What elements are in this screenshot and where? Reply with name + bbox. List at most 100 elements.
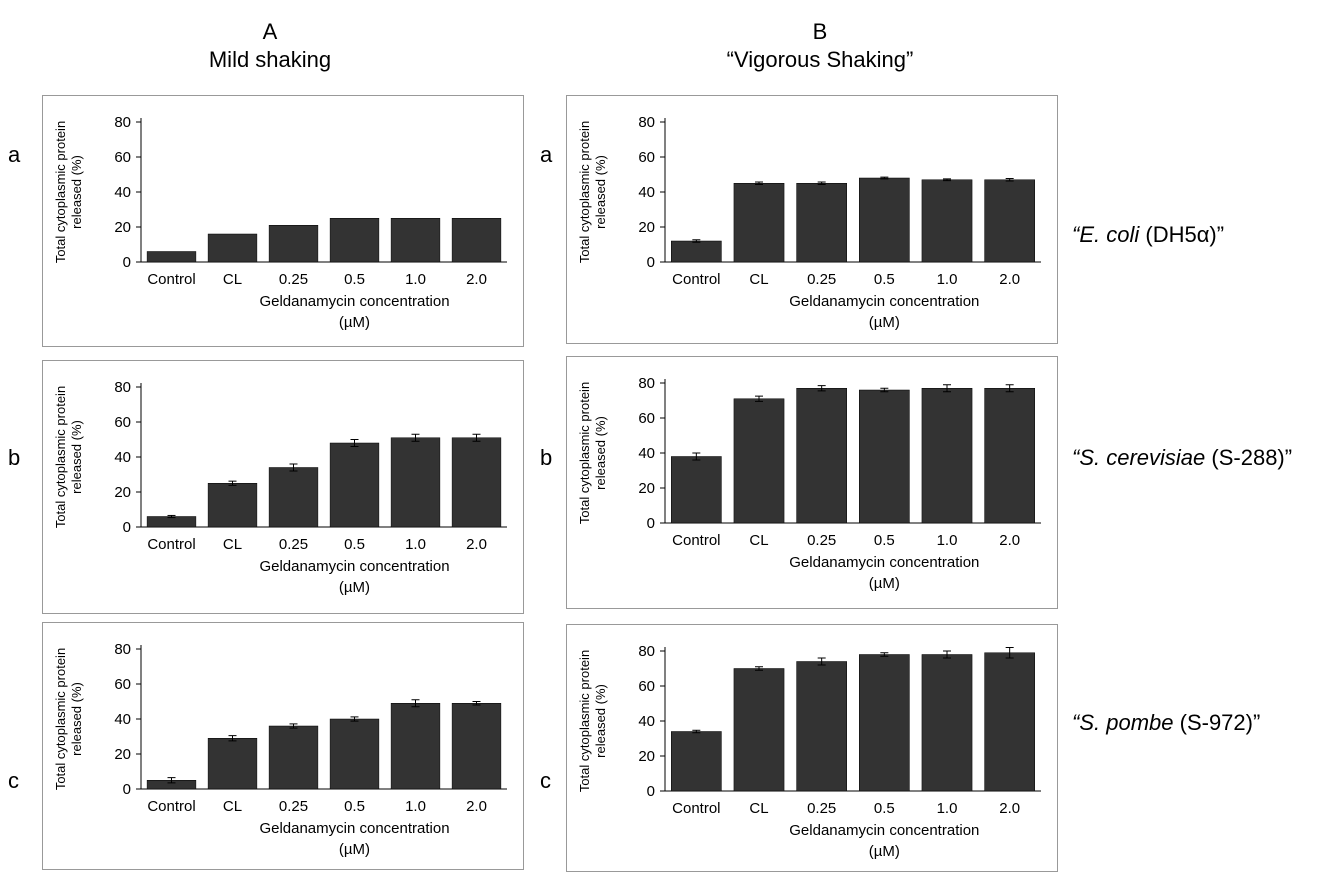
bar-chart: 0 20 40 60 80 Control CL 0.25 0.5 1.0 2.0 Geldanamy… [577, 114, 1041, 331]
x-axis-label: Geldanamycin concentration (µM) [789, 293, 979, 331]
bar [733, 398, 785, 524]
y-tick-label: 0 [123, 781, 131, 798]
bar [207, 738, 258, 790]
bar [146, 516, 197, 528]
bar [390, 437, 441, 528]
y-tick-label: 80 [638, 643, 655, 660]
x-tick-label: 0.25 [279, 271, 308, 288]
column-heading-a: A Mild shaking [160, 18, 380, 74]
column-subtitle: “Vigorous Shaking” [726, 47, 914, 72]
bar [329, 442, 380, 528]
bar [796, 388, 847, 524]
bar [796, 183, 847, 263]
bar [451, 218, 502, 263]
x-tick-label: 0.25 [807, 800, 836, 817]
y-tick-label: 0 [647, 515, 655, 532]
x-tick-label: CL [749, 800, 768, 817]
y-tick-label: 0 [647, 783, 655, 800]
y-tick-label: 40 [114, 184, 131, 201]
x-axis-label: Geldanamycin concentration (µM) [789, 554, 979, 592]
x-tick-label: 0.5 [344, 536, 365, 553]
x-tick-label: 1.0 [405, 271, 426, 288]
x-tick-label: 0.5 [874, 532, 895, 549]
bar [451, 703, 502, 790]
y-tick-label: 40 [638, 713, 655, 730]
y-tick-label: 20 [638, 219, 655, 236]
x-tick-label: 0.5 [344, 271, 365, 288]
x-tick-label: 0.5 [344, 798, 365, 815]
organism-name: “S. cerevisiae [1072, 445, 1206, 470]
x-tick-label: 1.0 [937, 271, 958, 288]
bar [329, 218, 380, 263]
y-tick-label: 40 [114, 711, 131, 728]
bar [207, 483, 258, 528]
organism-name: “S. pombe [1072, 710, 1174, 735]
chart-panel-B-b: 0 20 40 60 80 Control CL 0.25 0.5 1.0 2.0 Geldanamy… [566, 356, 1058, 609]
bar [671, 456, 722, 524]
x-tick-label: 1.0 [405, 536, 426, 553]
y-tick-label: 60 [114, 676, 131, 693]
chart-panel-A-c: 0 20 40 60 80 Control CL 0.25 0.5 1.0 2.0 Geldanamy… [42, 622, 524, 870]
x-tick-label: Control [147, 536, 195, 553]
x-tick-label: CL [749, 532, 768, 549]
x-tick-label: CL [223, 536, 242, 553]
y-tick-label: 20 [114, 746, 131, 763]
organism-strain: (S-288)” [1205, 445, 1293, 470]
y-tick-label: 40 [114, 449, 131, 466]
bar [207, 233, 258, 263]
bar-chart: 0 20 40 60 80 Control CL 0.25 0.5 1.0 2.0 Geldanamy… [577, 643, 1041, 860]
bar [733, 668, 785, 792]
x-tick-label: 0.25 [807, 532, 836, 549]
row-label-c-left: c [8, 768, 19, 793]
column-letter: A [262, 19, 278, 44]
organism-strain: (DH5α)” [1139, 222, 1225, 247]
bar [390, 218, 441, 263]
x-tick-label: Control [672, 800, 720, 817]
x-tick-label: 2.0 [999, 800, 1020, 817]
bar [451, 437, 502, 528]
row-label-a-right: a [540, 142, 553, 167]
bar [671, 240, 722, 263]
y-tick-label: 0 [647, 254, 655, 271]
x-tick-label: 0.25 [279, 536, 308, 553]
y-tick-label: 80 [114, 641, 131, 658]
organism-name: “E. coli [1072, 222, 1140, 247]
bar [268, 225, 319, 263]
y-tick-label: 20 [638, 748, 655, 765]
y-axis-label: Total cytoplasmic proteinreleased (%) [53, 121, 84, 263]
x-tick-label: 2.0 [466, 536, 487, 553]
organism-label-spombe: “S. pombe (S-972)” [1072, 710, 1260, 736]
y-axis-label: Total cytoplasmic proteinreleased (%) [577, 382, 608, 524]
bar [268, 725, 319, 790]
chart-panel-B-a: 0 20 40 60 80 Control CL 0.25 0.5 1.0 2.0 Geldanamy… [566, 95, 1058, 344]
y-tick-label: 60 [638, 678, 655, 695]
bar [268, 467, 319, 528]
column-letter: B [812, 19, 828, 44]
x-tick-label: 0.5 [874, 800, 895, 817]
chart-panel-A-b: 0 20 40 60 80 Control CL 0.25 0.5 1.0 2.0 Geldanamy… [42, 360, 524, 614]
bar [733, 183, 785, 263]
y-tick-label: 80 [638, 375, 655, 392]
x-tick-label: Control [147, 271, 195, 288]
organism-label-ecoli: “E. coli (DH5α)” [1072, 222, 1224, 248]
row-label-b-left: b [8, 445, 21, 470]
bar [921, 179, 973, 263]
x-tick-label: 2.0 [999, 271, 1020, 288]
x-tick-label: CL [749, 271, 768, 288]
x-tick-label: 1.0 [405, 798, 426, 815]
chart-panel-B-c: 0 20 40 60 80 Control CL 0.25 0.5 1.0 2.0 Geldanamy… [566, 624, 1058, 872]
bar-chart: 0 20 40 60 80 Control CL 0.25 0.5 1.0 2.0 Geldanamy… [53, 641, 507, 858]
bar [796, 661, 847, 792]
x-axis-label: Geldanamycin concentration (µM) [259, 820, 449, 858]
y-axis-label: Total cytoplasmic proteinreleased (%) [53, 648, 84, 790]
x-tick-label: Control [672, 532, 720, 549]
x-axis-label: Geldanamycin concentration (µM) [789, 822, 979, 860]
y-axis-label: Total cytoplasmic proteinreleased (%) [53, 386, 84, 528]
bar [859, 654, 910, 792]
y-tick-label: 20 [114, 484, 131, 501]
y-tick-label: 60 [638, 410, 655, 427]
bar [329, 718, 380, 790]
y-tick-label: 60 [638, 149, 655, 166]
bar-chart: 0 20 40 60 80 Control CL 0.25 0.5 1.0 2.0 Geldanamy… [53, 114, 507, 331]
y-axis-label: Total cytoplasmic proteinreleased (%) [577, 121, 608, 263]
